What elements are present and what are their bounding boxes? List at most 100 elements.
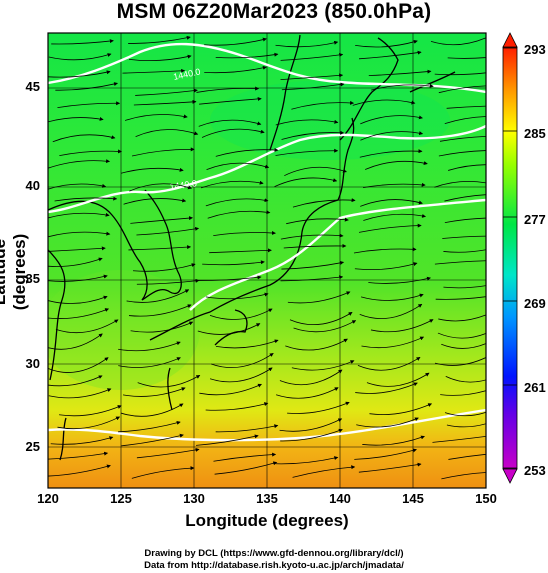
- x-tick-label: 125: [110, 491, 132, 506]
- streamline: [356, 417, 419, 428]
- streamline: [275, 40, 339, 48]
- streamline: [215, 52, 279, 59]
- streamline: [275, 148, 339, 156]
- streamline: [438, 85, 486, 94]
- streamline: [281, 130, 345, 140]
- streamline: [131, 147, 195, 157]
- streamline: [446, 105, 486, 109]
- streamline: [204, 37, 267, 46]
- streamline: [430, 37, 486, 46]
- streamline: [371, 83, 434, 91]
- streamline: [275, 456, 339, 465]
- streamline: [48, 451, 109, 460]
- streamline: [291, 100, 355, 110]
- streamline: [360, 115, 423, 125]
- streamline: [434, 72, 486, 76]
- streamline: [361, 336, 425, 349]
- streamline: [280, 52, 344, 61]
- streamline: [435, 296, 486, 300]
- streamline: [292, 198, 356, 208]
- streamline: [48, 212, 110, 219]
- streamline: [360, 131, 424, 141]
- streamline: [281, 82, 345, 91]
- streamline: [281, 260, 345, 270]
- streamline: [48, 357, 109, 373]
- streamline: [57, 416, 121, 430]
- streamline: [48, 333, 103, 350]
- streamline: [439, 135, 486, 142]
- streamline: [362, 435, 425, 446]
- streamline: [135, 129, 199, 137]
- streamline: [360, 199, 423, 207]
- streamline: [440, 390, 486, 396]
- streamline: [207, 210, 271, 219]
- streamline: [354, 448, 417, 460]
- x-tick-label: 140: [329, 491, 351, 506]
- streamline: [286, 217, 349, 225]
- streamline: [57, 101, 121, 109]
- streamline: [438, 150, 486, 157]
- streamline: [196, 86, 260, 93]
- streamline: [359, 303, 423, 319]
- streamline: [443, 249, 486, 253]
- streamline: [368, 69, 432, 76]
- streamline: [48, 53, 112, 61]
- streamline: [118, 357, 181, 368]
- streamline: [442, 235, 486, 239]
- streamline: [136, 447, 200, 459]
- streamline: [48, 159, 111, 169]
- streamline: [122, 387, 186, 397]
- streamline: [370, 319, 434, 333]
- streamline: [445, 375, 486, 383]
- x-tick-label: 145: [402, 491, 424, 506]
- streamline: [279, 369, 343, 386]
- streamline: [205, 292, 269, 300]
- streamline: [132, 263, 196, 272]
- streamline: [283, 243, 347, 249]
- streamline: [120, 403, 184, 417]
- colorbar-tick-label: 293: [524, 42, 546, 57]
- graticule: [48, 33, 486, 488]
- streamline: [211, 353, 274, 369]
- streamline: [54, 196, 118, 202]
- colorbar-tick-label: 285: [524, 126, 546, 141]
- streamline: [441, 472, 486, 480]
- streamline: [198, 119, 262, 127]
- streamline: [362, 182, 426, 189]
- streamline: [289, 312, 353, 325]
- x-tick-label: 150: [475, 491, 497, 506]
- y-tick-label: 35: [25, 271, 40, 286]
- streamline: [51, 39, 114, 45]
- colorbar: [502, 32, 518, 484]
- credit-line-1: Drawing by DCL (https://www.gfd-dennou.o…: [144, 548, 404, 559]
- streamline: [434, 260, 486, 265]
- streamline: [448, 453, 486, 460]
- streamline: [204, 65, 267, 74]
- streamline: [215, 424, 279, 433]
- streamline: [136, 278, 200, 285]
- streamline: [55, 319, 119, 334]
- streamline: [368, 276, 431, 284]
- streamline: [444, 116, 486, 124]
- streamline: [128, 304, 192, 317]
- colorbar-tick-label: 269: [524, 296, 546, 311]
- streamline: [199, 96, 262, 105]
- streamline: [285, 338, 348, 351]
- streamline: [355, 382, 418, 394]
- streamline: [213, 230, 276, 236]
- streamline: [205, 198, 269, 207]
- streamline: [443, 285, 486, 289]
- credit-line-2: Data from http://database.rish.kyoto-u.a…: [144, 560, 404, 571]
- streamline: [291, 360, 355, 371]
- streamline: [369, 403, 433, 416]
- streamline: [354, 262, 418, 271]
- streamline: [209, 367, 273, 383]
- streamline: [126, 289, 190, 303]
- streamline: [287, 401, 350, 414]
- streamline: [213, 452, 277, 462]
- streamline: [131, 466, 195, 479]
- x-tick-label: 120: [37, 491, 59, 506]
- streamline: [279, 418, 343, 432]
- colorbar-tick-label: 253: [524, 463, 546, 478]
